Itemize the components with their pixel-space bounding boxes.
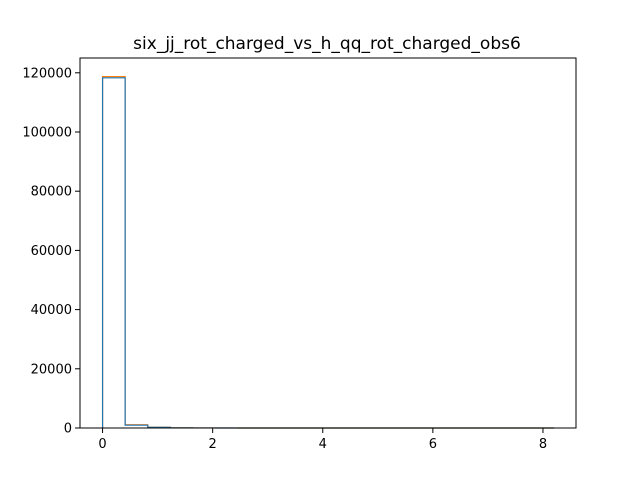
y-tick-label: 80000 bbox=[31, 185, 72, 200]
x-tick-label: 4 bbox=[319, 437, 327, 452]
x-tick-label: 0 bbox=[98, 437, 106, 452]
series-0-step-line bbox=[101, 76, 554, 429]
y-tick-label: 0 bbox=[64, 422, 72, 437]
chart-title: six_jj_rot_charged_vs_h_qq_rot_charged_o… bbox=[133, 34, 521, 54]
y-tick-label: 60000 bbox=[31, 244, 72, 259]
y-tick-label: 40000 bbox=[31, 303, 72, 318]
x-tick-label: 8 bbox=[539, 437, 547, 452]
x-tick-label: 6 bbox=[429, 437, 437, 452]
y-tick-label: 120000 bbox=[22, 66, 72, 81]
x-axis: 0 2 4 6 8 bbox=[98, 428, 547, 452]
series-1-step-line bbox=[101, 77, 554, 429]
plot-frame bbox=[79, 57, 577, 429]
x-tick-label: 2 bbox=[209, 437, 217, 452]
series-layer bbox=[101, 76, 554, 429]
y-tick-label: 20000 bbox=[31, 362, 72, 377]
y-tick-label: 100000 bbox=[22, 126, 72, 141]
y-axis: 0 20000 40000 60000 80000 100000 120000 bbox=[22, 66, 80, 437]
